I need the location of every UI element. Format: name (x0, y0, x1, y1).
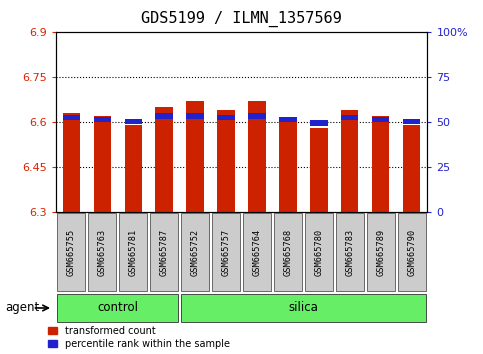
FancyBboxPatch shape (336, 213, 364, 291)
FancyBboxPatch shape (88, 213, 115, 291)
Text: GSM665781: GSM665781 (128, 229, 138, 276)
Bar (217, 110, 235, 212)
Text: GDS5199 / ILMN_1357569: GDS5199 / ILMN_1357569 (141, 11, 342, 27)
Text: GSM665763: GSM665763 (98, 229, 107, 276)
Text: GSM665768: GSM665768 (284, 229, 293, 276)
Bar (248, 113, 266, 119)
FancyBboxPatch shape (182, 294, 426, 322)
Bar (156, 107, 172, 212)
Bar (403, 125, 421, 212)
Text: GSM665757: GSM665757 (222, 229, 230, 276)
Legend: transformed count, percentile rank within the sample: transformed count, percentile rank withi… (48, 326, 230, 349)
FancyBboxPatch shape (305, 213, 333, 291)
Text: GSM665764: GSM665764 (253, 229, 261, 276)
Bar (125, 119, 142, 124)
Bar (217, 115, 235, 120)
FancyBboxPatch shape (57, 294, 178, 322)
FancyBboxPatch shape (368, 213, 395, 291)
Bar (248, 101, 266, 212)
Text: control: control (97, 301, 138, 314)
FancyBboxPatch shape (398, 213, 426, 291)
Text: agent: agent (5, 301, 39, 314)
Text: GSM665755: GSM665755 (67, 229, 75, 276)
FancyBboxPatch shape (274, 213, 301, 291)
Bar (125, 125, 142, 212)
Bar (372, 117, 389, 122)
FancyBboxPatch shape (119, 213, 147, 291)
Bar (62, 113, 80, 212)
Text: GSM665790: GSM665790 (408, 229, 416, 276)
Bar (186, 113, 203, 119)
FancyBboxPatch shape (150, 213, 178, 291)
Bar (156, 113, 172, 119)
FancyBboxPatch shape (243, 213, 270, 291)
Bar (94, 116, 111, 212)
Text: silica: silica (288, 301, 318, 314)
Text: GSM665789: GSM665789 (376, 229, 385, 276)
Bar (341, 110, 358, 212)
Bar (372, 116, 389, 212)
FancyBboxPatch shape (57, 213, 85, 291)
Bar (62, 115, 80, 120)
Bar (186, 101, 203, 212)
Text: GSM665783: GSM665783 (345, 229, 355, 276)
Bar (311, 128, 327, 212)
Bar (280, 122, 297, 212)
Text: GSM665780: GSM665780 (314, 229, 324, 276)
Text: GSM665787: GSM665787 (159, 229, 169, 276)
Bar (280, 117, 297, 122)
Bar (341, 115, 358, 120)
Bar (311, 120, 327, 126)
Bar (94, 117, 111, 122)
Text: GSM665752: GSM665752 (190, 229, 199, 276)
FancyBboxPatch shape (213, 213, 240, 291)
FancyBboxPatch shape (182, 213, 209, 291)
Bar (403, 119, 421, 124)
